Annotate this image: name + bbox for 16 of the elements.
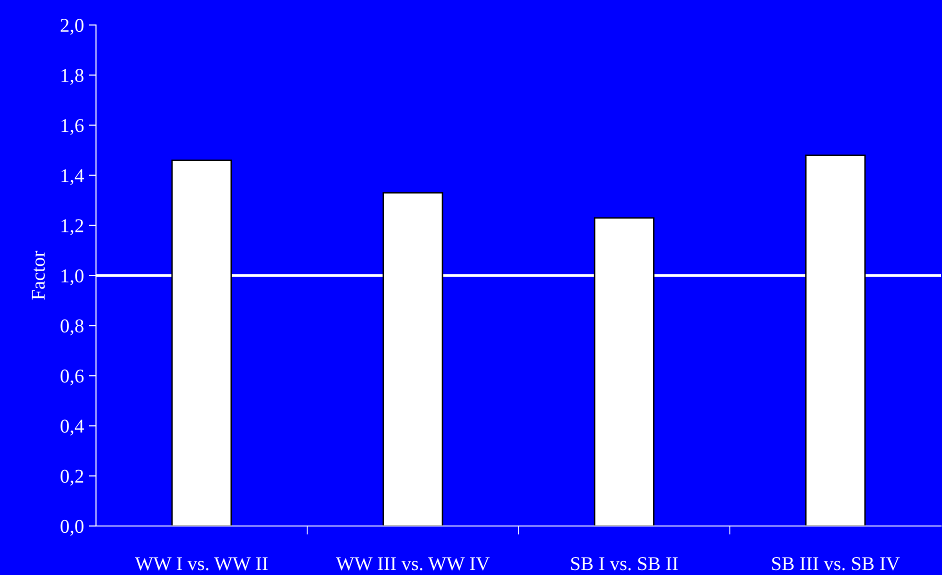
- x-tick-label: WW III vs. WW IV: [336, 557, 490, 570]
- x-tick-label: SB I vs. SB II: [571, 557, 678, 570]
- y-tick-label: 2,0: [60, 18, 84, 35]
- x-tick-label: WW I vs. WW II: [134, 557, 268, 570]
- y-tick-label: 0,4: [60, 420, 84, 436]
- y-tick-label: 1,0: [62, 269, 84, 286]
- x-tick-label: SB III vs. SB IV: [772, 557, 900, 570]
- y-tick-label: 1,8: [62, 68, 84, 85]
- y-tick-label: 1,4: [62, 169, 84, 186]
- y-tick-label: 0,0: [60, 520, 84, 536]
- y-tick-label: 0,6: [60, 370, 84, 386]
- y-tick-label: 1,2: [62, 219, 84, 236]
- y-tick-label: 0,2: [60, 470, 84, 486]
- y-tick-label: 0,8: [60, 319, 84, 336]
- y-axis-title: Factor: [32, 250, 45, 300]
- y-tick-label: 1,6: [62, 119, 84, 135]
